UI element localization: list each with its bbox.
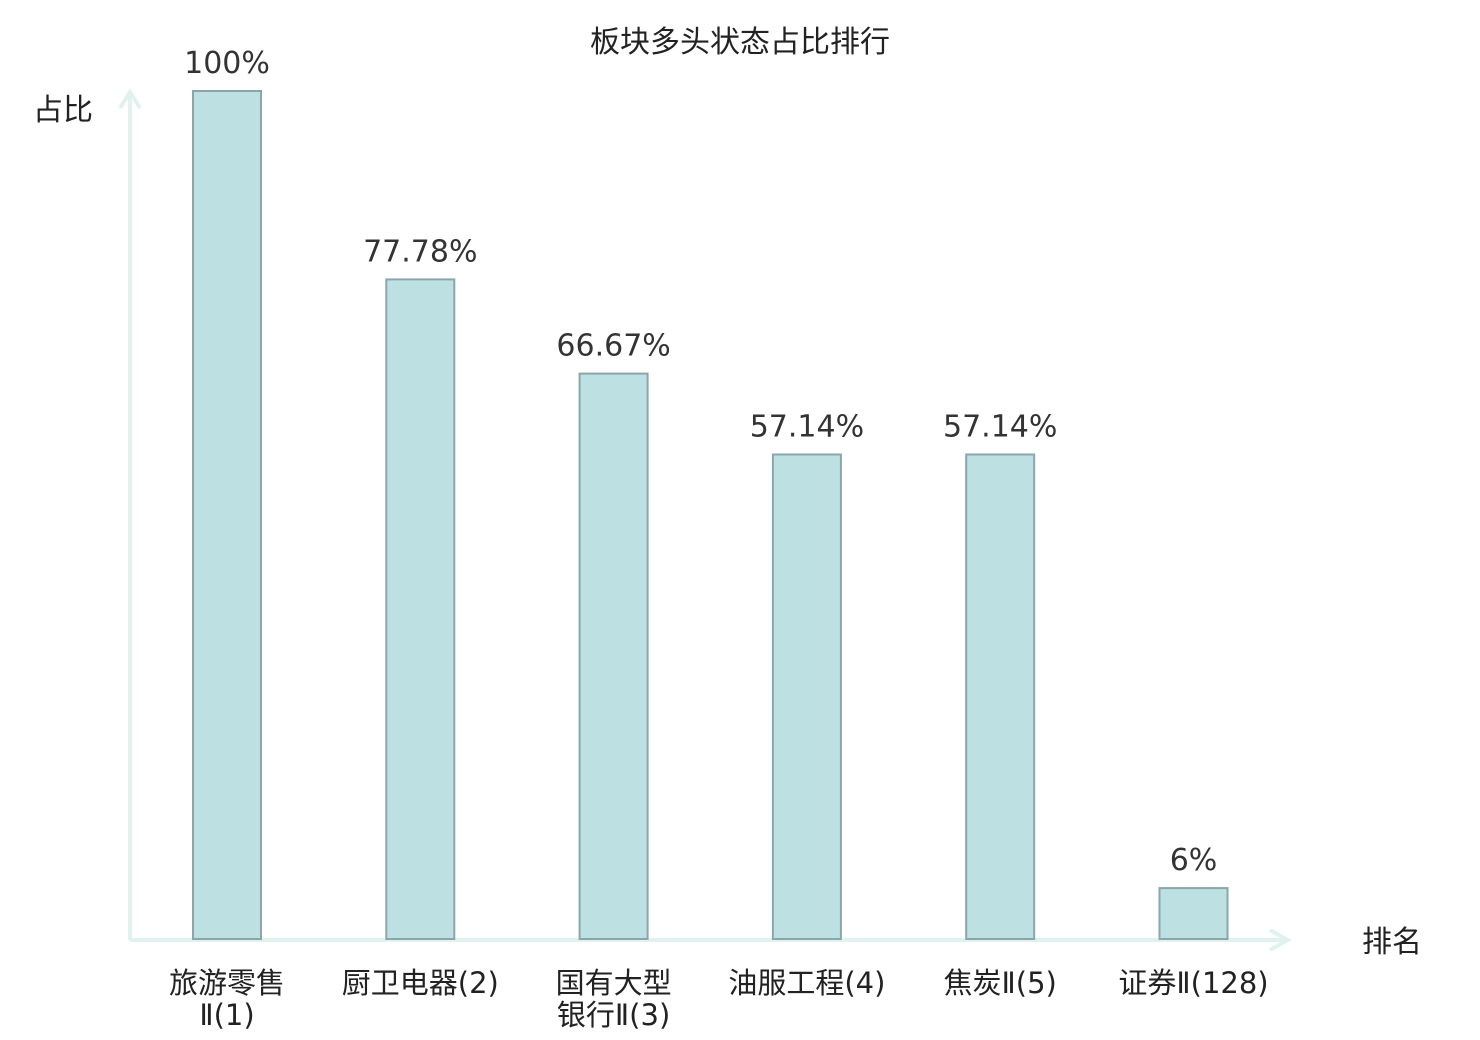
x-tick-label-6: 证券Ⅱ(128) [1118, 966, 1268, 1000]
value-label-3: 66.67% [556, 329, 670, 364]
chart-title: 板块多头状态占比排行 [590, 25, 890, 60]
x-tick-label-2: 厨卫电器(2) [342, 966, 499, 1000]
bar-5 [965, 453, 1036, 940]
x-tick-label-line: 焦炭Ⅱ(5) [944, 966, 1057, 1000]
bar-2 [385, 278, 456, 940]
x-tick-label-3: 国有大型银行Ⅱ(3) [556, 966, 672, 1032]
x-tick-label-line: 银行Ⅱ(3) [557, 998, 670, 1032]
value-label-6: 6% [1170, 843, 1218, 878]
bar-6 [1158, 887, 1229, 940]
value-label-2: 77.78% [363, 234, 477, 269]
x-axis-title: 排名 [1362, 925, 1422, 960]
x-tick-label-line: 国有大型 [556, 966, 672, 1000]
value-label-1: 100% [184, 46, 270, 81]
x-tick-label-line: 厨卫电器(2) [342, 966, 499, 1000]
x-tick-label-line: 油服工程(4) [728, 966, 885, 1000]
x-tick-label-line: 证券Ⅱ(128) [1118, 966, 1268, 1000]
x-tick-label-line: 旅游零售 [169, 966, 285, 1000]
x-tick-label-4: 油服工程(4) [728, 966, 885, 1000]
bar-4 [771, 453, 842, 940]
bar-1 [192, 90, 262, 940]
x-tick-label-5: 焦炭Ⅱ(5) [944, 966, 1057, 1000]
bars-layer [192, 90, 1229, 941]
y-axis [118, 88, 142, 940]
value-label-5: 57.14% [943, 410, 1057, 445]
value-labels-layer: 100% 77.78% 66.67% 57.14% 57.14% 6% [184, 46, 1217, 878]
x-axis [130, 928, 1293, 952]
x-tick-label-line: Ⅱ(1) [199, 998, 254, 1032]
y-axis-title: 占比 [33, 93, 93, 128]
bar-3 [578, 372, 649, 941]
value-label-4: 57.14% [750, 410, 864, 445]
x-tick-labels-layer: 旅游零售 Ⅱ(1) 厨卫电器(2) 国有大型银行Ⅱ(3) 油服工程(4) 焦炭Ⅱ(5) 证券… [169, 966, 1269, 1032]
x-tick-label-1: 旅游零售 Ⅱ(1) [169, 966, 285, 1032]
